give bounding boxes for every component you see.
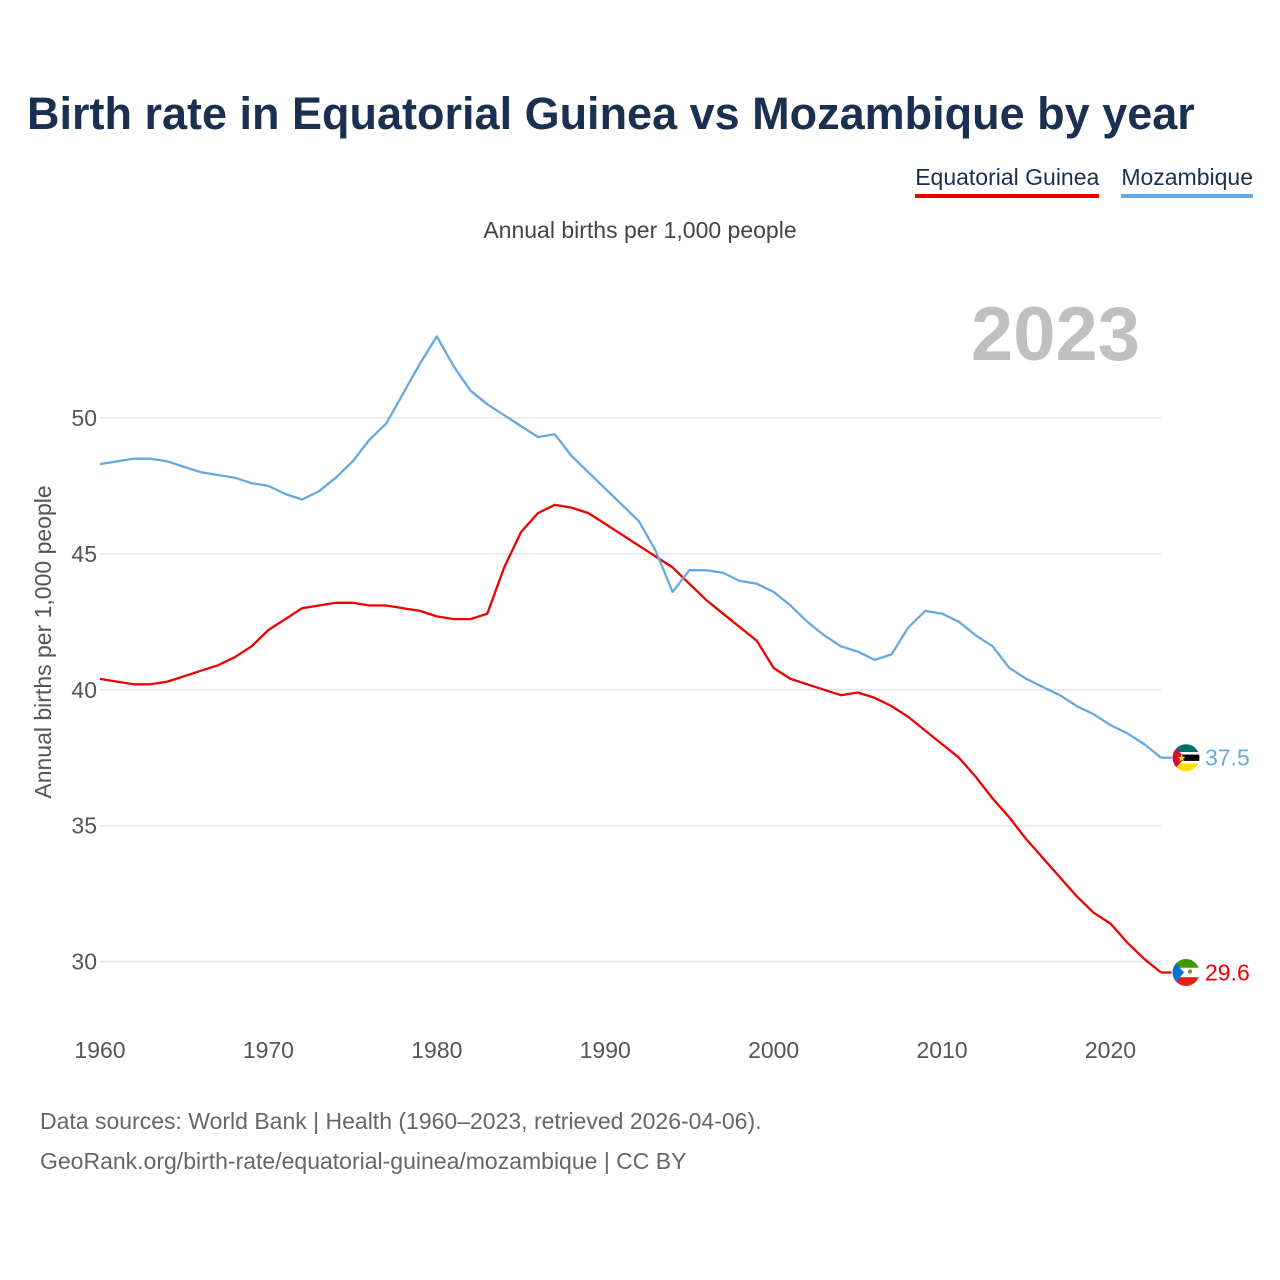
y-tick-label: 45 [71,541,97,567]
current-year-label: 2023 [971,292,1140,377]
legend-item-equatorial-guinea[interactable]: Equatorial Guinea [915,164,1100,198]
end-markers: 29.6 ★ 37.5 [1161,743,1250,988]
chart-title: Birth rate in Equatorial Guinea vs Mozam… [27,88,1195,139]
series-lines [99,335,1162,974]
svg-text:★: ★ [1177,754,1186,765]
equatorial-guinea-flag-icon [1172,958,1200,987]
series-line-mozambique[interactable] [99,335,1162,759]
x-tick-label: 2010 [916,1037,967,1063]
x-tick-label: 2000 [748,1037,799,1063]
x-axis-ticks: 1960 1970 1980 1990 2000 2010 2020 [74,1037,1136,1063]
x-tick-label: 1960 [74,1037,125,1063]
x-tick-label: 1980 [411,1037,462,1063]
y-tick-label: 30 [71,949,97,975]
y-axis-ticks: 30 35 40 45 50 [71,405,97,975]
series-line-equatorial-guinea[interactable] [99,503,1162,974]
y-tick-label: 40 [71,677,97,703]
grid-lines [100,417,1161,963]
legend-item-mozambique[interactable]: Mozambique [1121,164,1253,198]
x-tick-label: 1970 [243,1037,294,1063]
y-axis-title: Annual births per 1,000 people [30,485,56,798]
x-tick-label: 2020 [1085,1037,1136,1063]
end-value-label: 37.5 [1205,745,1250,771]
y-tick-label: 35 [71,813,97,839]
source-url[interactable]: GeoRank.org/birth-rate/equatorial-guinea… [40,1148,687,1174]
chart-subtitle: Annual births per 1,000 people [483,217,797,243]
source-line: Data sources: World Bank | Health (1960–… [40,1108,762,1134]
x-tick-label: 1990 [580,1037,631,1063]
end-value-label: 29.6 [1205,960,1250,986]
y-tick-label: 50 [71,405,97,431]
legend: Equatorial Guinea Mozambique [915,164,1253,198]
mozambique-flag-icon: ★ [1172,743,1200,772]
